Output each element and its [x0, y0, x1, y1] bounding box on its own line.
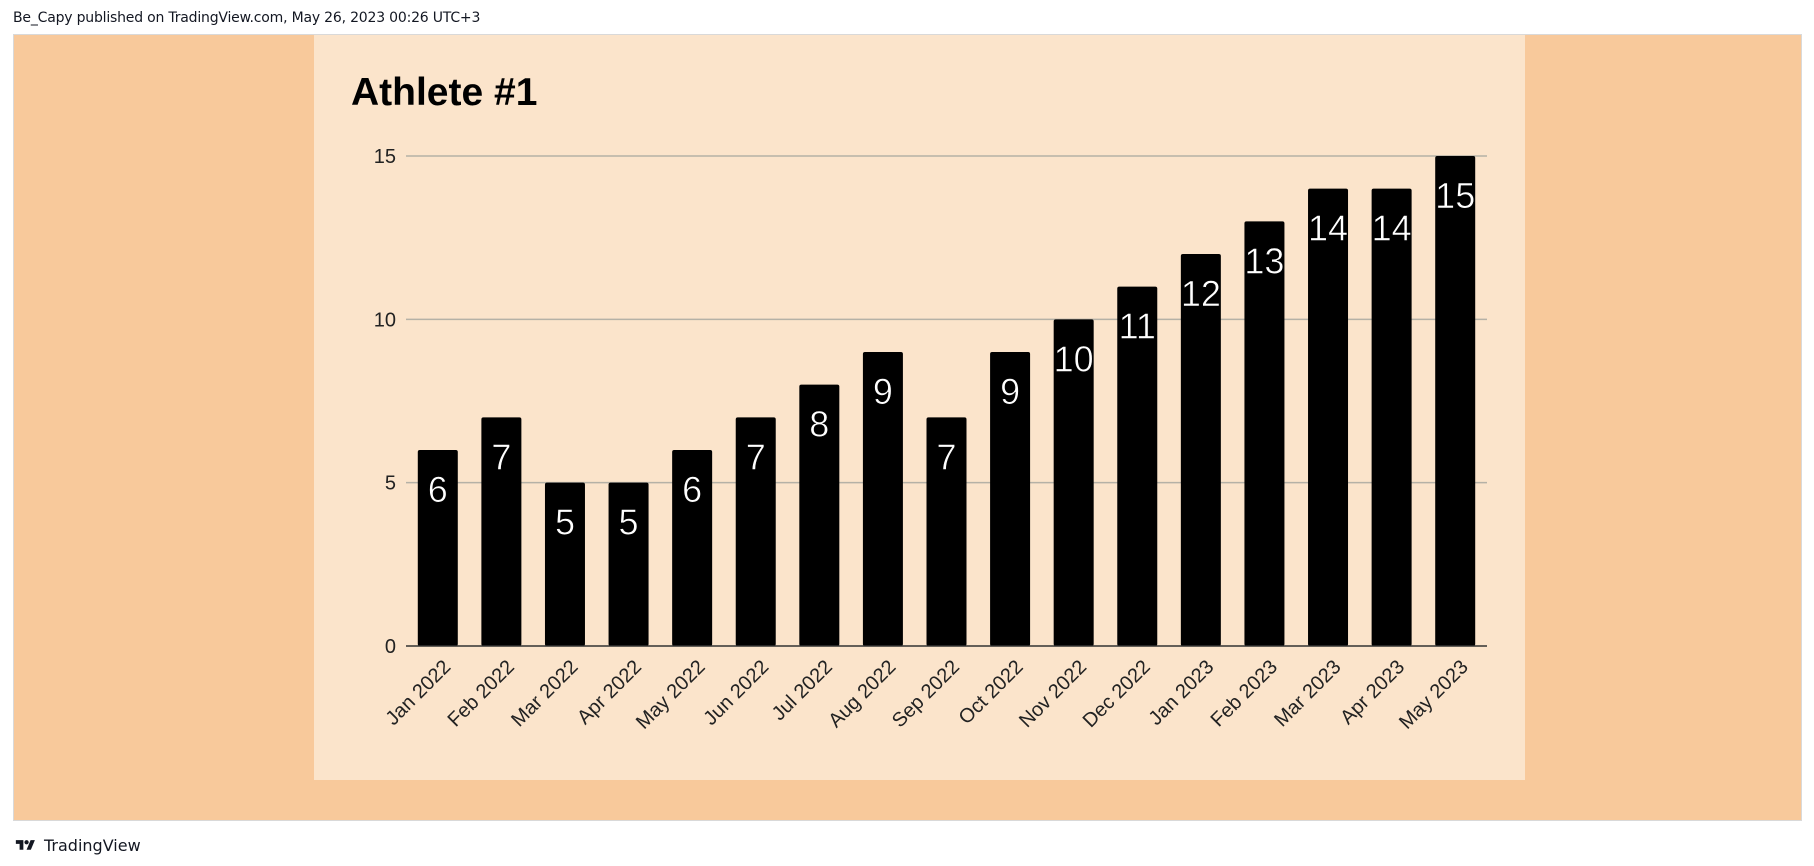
bar — [799, 384, 840, 646]
tradingview-logo-icon[interactable] — [13, 838, 38, 853]
x-tick-label: Feb 2023 — [1207, 656, 1282, 731]
y-tick-label: 5 — [385, 473, 396, 495]
bar — [1053, 319, 1094, 646]
bar — [1435, 156, 1476, 646]
bar-value-label: 9 — [1000, 371, 1020, 412]
x-tick-label: Jan 2023 — [1145, 656, 1219, 730]
bar-value-label: 7 — [746, 436, 766, 477]
footer: TradingView — [13, 835, 141, 855]
x-tick-label: Jun 2022 — [700, 656, 774, 730]
y-tick-label: 0 — [385, 636, 396, 658]
bar-value-label: 6 — [682, 469, 702, 510]
bar — [1180, 254, 1221, 646]
chart-title: Athlete #1 — [351, 71, 538, 114]
bar-value-label: 11 — [1119, 306, 1156, 347]
bar — [862, 352, 903, 646]
bar-value-label: 12 — [1181, 273, 1221, 314]
bar — [990, 352, 1031, 646]
bar — [1308, 188, 1349, 646]
published-info: Be_Capy published on TradingView.com, Ma… — [13, 10, 481, 26]
bar-value-label: 5 — [555, 502, 575, 543]
x-tick-label: May 2022 — [632, 656, 710, 734]
bar — [544, 482, 585, 646]
x-tick-label: Sep 2022 — [888, 656, 964, 732]
x-tick-label: Nov 2022 — [1015, 656, 1091, 732]
bar-value-label: 7 — [491, 436, 511, 477]
bar-value-label: 8 — [809, 404, 829, 445]
bar — [926, 417, 967, 646]
y-tick-label: 10 — [374, 309, 396, 331]
x-tick-label: May 2023 — [1395, 656, 1473, 734]
bar-value-label: 7 — [936, 436, 956, 477]
footer-brand[interactable]: TradingView — [44, 835, 141, 855]
y-tick-label: 15 — [374, 146, 396, 168]
bar — [417, 450, 458, 646]
x-tick-label: Feb 2022 — [444, 656, 519, 731]
bar-value-label: 14 — [1308, 208, 1348, 249]
bar-value-label: 10 — [1054, 338, 1094, 379]
bar — [608, 482, 649, 646]
bar — [735, 417, 776, 646]
bar — [1371, 188, 1412, 646]
bar — [1244, 221, 1285, 647]
x-tick-label: Dec 2022 — [1079, 656, 1155, 732]
bar-value-label: 13 — [1244, 240, 1284, 281]
x-tick-label: Aug 2022 — [824, 656, 900, 732]
x-tick-label: Mar 2023 — [1270, 656, 1345, 731]
bar-value-label: 15 — [1435, 175, 1475, 216]
bar — [481, 417, 522, 646]
bar — [1117, 286, 1158, 646]
chart-panel: Athlete #1 0 5 10 15 6 Jan 2022 7 Feb 2022 5 Mar … — [314, 35, 1525, 780]
bar-value-label: 5 — [619, 502, 639, 543]
bar-value-label: 14 — [1372, 208, 1412, 249]
bar-value-label: 6 — [428, 469, 448, 510]
bar — [672, 450, 713, 646]
bar-value-label: 9 — [873, 371, 893, 412]
x-tick-label: Jan 2022 — [382, 656, 456, 730]
x-tick-label: Mar 2022 — [507, 656, 582, 731]
